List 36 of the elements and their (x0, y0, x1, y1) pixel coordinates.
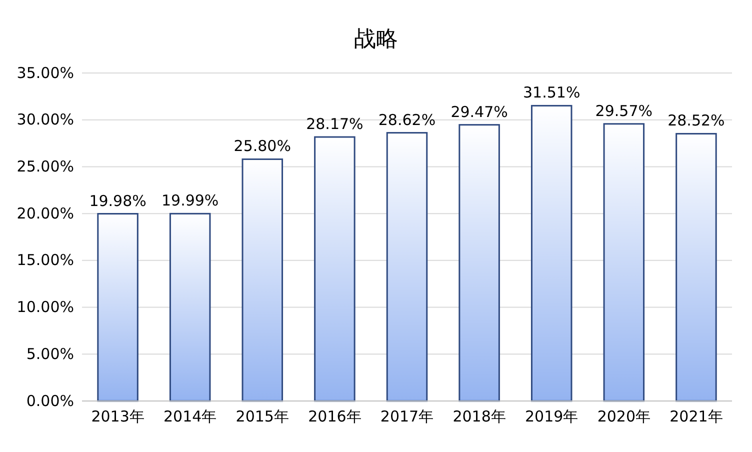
bar (242, 158, 284, 402)
text: 19.99% (161, 192, 219, 210)
x-tick-label: 2018年 (452, 408, 506, 426)
y-tick-label: 10.00% (16, 298, 74, 316)
text: 28.52% (668, 112, 725, 130)
bar (169, 212, 211, 402)
bar (314, 136, 356, 402)
y-tick-label: 20.00% (16, 204, 74, 222)
y-tick-label: 0.00% (26, 392, 74, 410)
x-tick-label: 2014年 (164, 408, 217, 426)
y-tick-label: 25.00% (16, 158, 74, 176)
text: 29.47% (450, 102, 508, 121)
text: 28.62% (378, 110, 436, 129)
chart-title: 战略 (354, 27, 398, 52)
x-tick-label: 2019年 (525, 408, 578, 426)
bar (458, 124, 500, 402)
y-tick-label: 35.00% (16, 64, 74, 82)
text: 28.17% (306, 115, 364, 134)
bar (530, 104, 572, 402)
text: 25.80% (234, 137, 291, 156)
text: 31.51% (523, 84, 580, 102)
bar (97, 213, 138, 402)
x-tick-label: 2015年 (236, 408, 289, 426)
x-tick-label: 2016年 (308, 408, 362, 426)
text: 19.98% (89, 192, 146, 210)
x-tick-label: 2021年 (670, 408, 723, 426)
bar (386, 132, 428, 402)
x-tick-label: 2020年 (597, 408, 650, 426)
x-tick-label: 2013年 (91, 408, 144, 426)
y-tick-label: 30.00% (16, 110, 74, 129)
bar (676, 132, 717, 402)
text: 29.57% (595, 102, 653, 120)
y-tick-label: 15.00% (16, 251, 74, 270)
bar (603, 123, 645, 402)
x-tick-label: 2017年 (380, 408, 434, 426)
y-tick-label: 5.00% (26, 344, 74, 363)
